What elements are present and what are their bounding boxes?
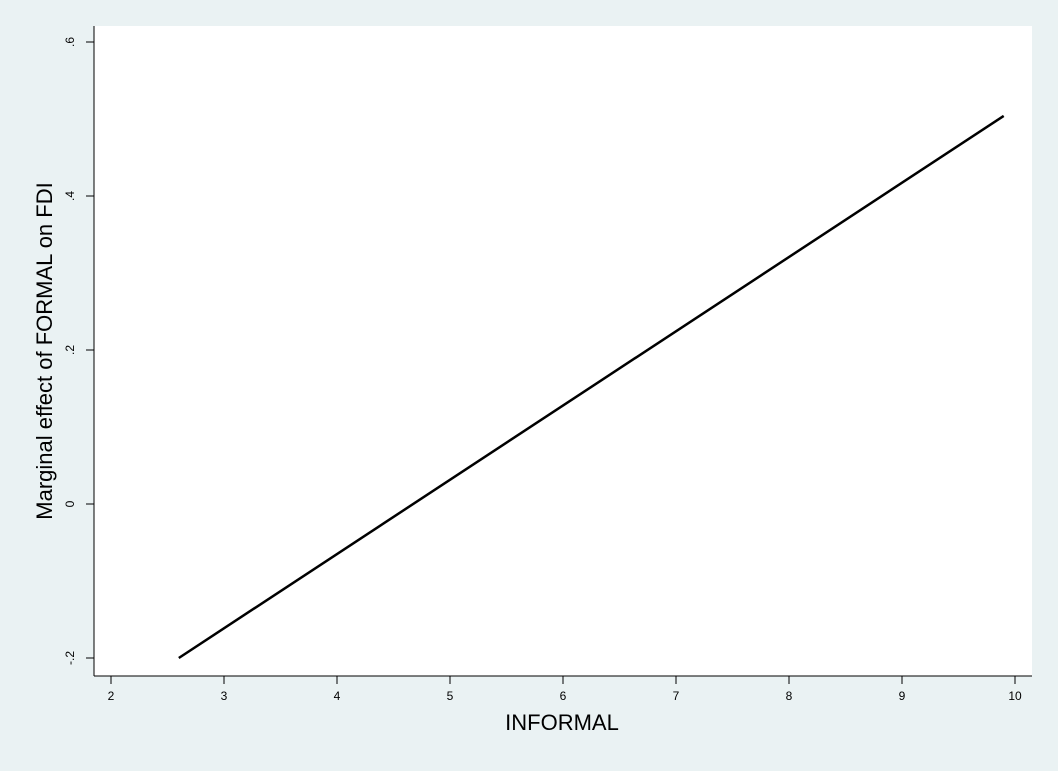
series-line — [178, 114, 1005, 660]
y-axis-title: Marginal effect of FORMAL on FDI — [32, 182, 57, 519]
x-tick-label: 8 — [786, 689, 793, 703]
y-tick-label: -.2 — [63, 651, 77, 665]
x-tick-label: 3 — [221, 689, 228, 703]
x-tick-label: 2 — [108, 689, 115, 703]
x-axis-title: INFORMAL — [505, 710, 619, 735]
y-ticks: -.2 0 .2 .4 .6 — [63, 37, 94, 665]
y-tick-label: .2 — [63, 345, 77, 355]
x-tick-label: 5 — [447, 689, 454, 703]
x-ticks: 2 3 4 5 6 7 8 9 10 — [108, 676, 1022, 703]
x-tick-label: 9 — [899, 689, 906, 703]
plot-region — [94, 26, 1032, 676]
x-tick-label: 6 — [560, 689, 567, 703]
y-tick-label: .4 — [63, 191, 77, 201]
series-layer — [178, 114, 1005, 660]
x-tick-label: 4 — [334, 689, 341, 703]
y-tick-label: .6 — [63, 37, 77, 47]
y-tick-label: 0 — [63, 500, 77, 507]
x-tick-label: 7 — [673, 689, 680, 703]
x-tick-label: 10 — [1008, 689, 1022, 703]
